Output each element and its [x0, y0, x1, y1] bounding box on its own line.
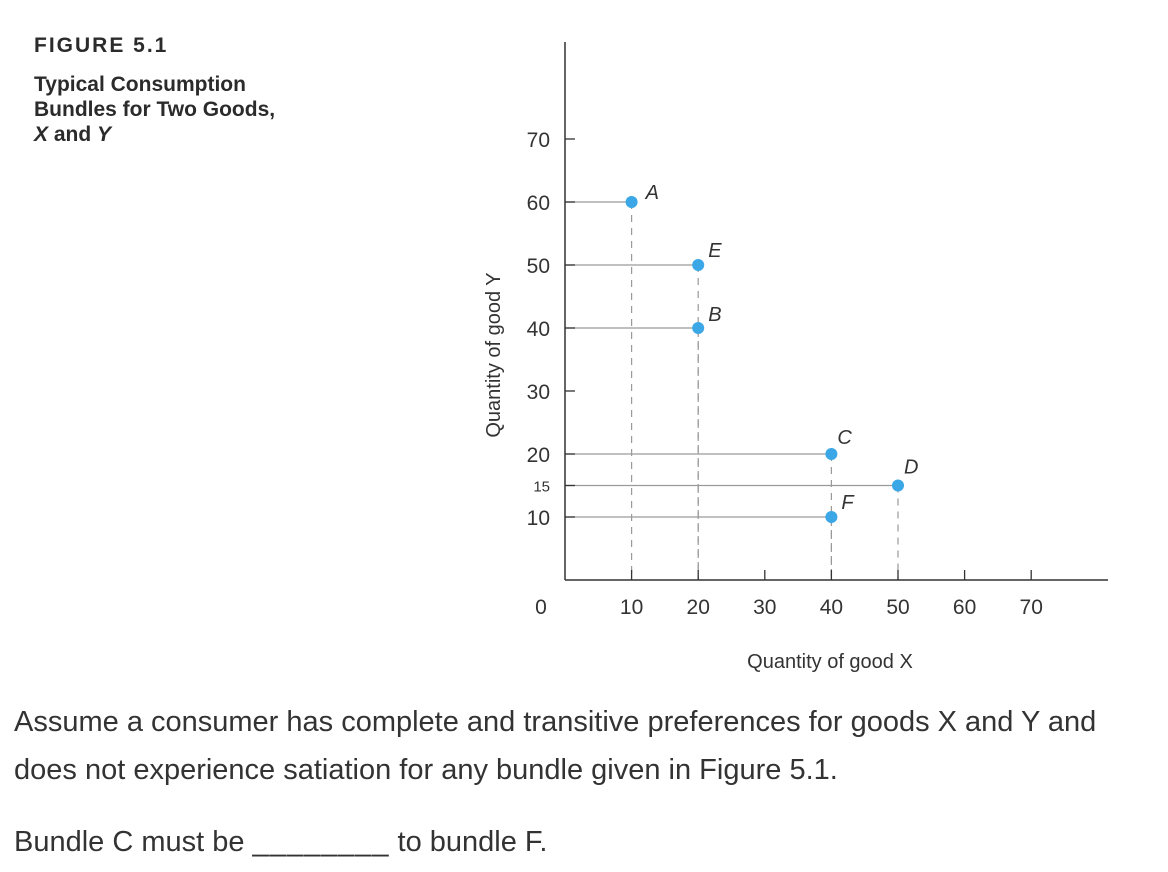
x-tick-label-20: 20: [687, 596, 710, 619]
y-tick-label-10: 10: [527, 507, 550, 530]
answer-blank[interactable]: ________: [252, 826, 390, 858]
x-tick-label-10: 10: [620, 596, 643, 619]
question-prompt: Bundle C must be ________ to bundle F.: [14, 818, 1154, 866]
figure-title-and: and: [53, 123, 92, 146]
x-tick-label-70: 70: [1020, 596, 1043, 619]
point-d: [892, 479, 904, 492]
point-f: [825, 511, 838, 523]
point-label-d: D: [904, 457, 918, 479]
question-text: Assume a consumer has complete and trans…: [14, 706, 1097, 786]
y-axis-label: Quantity of good Y: [483, 272, 505, 437]
point-label-f: F: [841, 492, 855, 514]
figure-title-line3: X and Y: [34, 122, 334, 147]
y-tick-label-70: 70: [527, 129, 550, 152]
figure-title-x: X: [34, 123, 49, 146]
point-a: [625, 196, 638, 208]
y-tick-label-50: 50: [527, 255, 550, 278]
figure-title-line2: Bundles for Two Goods,: [34, 98, 276, 121]
y-tick-label-30: 30: [527, 381, 550, 404]
point-c: [825, 448, 838, 460]
x-tick-label-40: 40: [820, 596, 843, 619]
origin-label: 0: [535, 596, 547, 619]
figure-title-line1: Typical Consumption: [34, 73, 246, 96]
x-axis-label: Quantity of good X: [747, 651, 913, 673]
point-label-e: E: [708, 240, 722, 262]
x-tick-label-50: 50: [886, 596, 909, 619]
figure-title: Typical Consumption Bundles for Two Good…: [34, 72, 334, 147]
point-label-b: B: [708, 304, 721, 326]
prompt-before: Bundle C must be: [14, 826, 245, 858]
point-b: [692, 322, 705, 334]
point-e: [692, 259, 705, 271]
prompt-after: to bundle F.: [397, 826, 548, 858]
y-tick-label-15: 15: [533, 479, 550, 496]
x-tick-label-60: 60: [953, 596, 976, 619]
point-label-a: A: [645, 182, 659, 204]
figure-label: FIGURE 5.1: [34, 34, 169, 57]
x-tick-label-30: 30: [753, 596, 776, 619]
y-tick-label-60: 60: [527, 192, 550, 215]
figure-title-y: Y: [97, 123, 112, 146]
y-tick-label-40: 40: [527, 318, 550, 341]
point-label-c: C: [837, 427, 852, 449]
y-tick-label-20: 20: [527, 444, 550, 467]
consumption-bundles-chart: 10 15 20 30 40 50 60 70 10 20 30 40 50 60 70 0 Quantity …: [483, 42, 1108, 673]
